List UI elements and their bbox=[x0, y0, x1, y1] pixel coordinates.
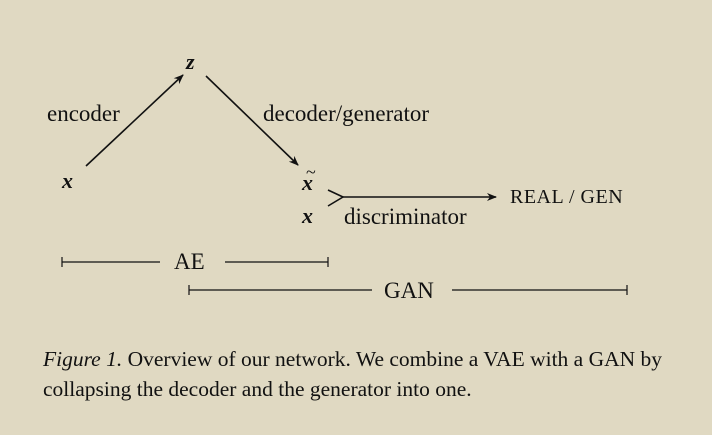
discriminator-merge bbox=[327, 189, 345, 207]
caption-label: Figure 1. bbox=[43, 347, 123, 371]
node-x-tilde: x bbox=[302, 170, 313, 195]
decoder-arrow bbox=[205, 75, 299, 166]
output-label: REAL / GEN bbox=[510, 186, 624, 208]
tilde-mark: ~ bbox=[306, 162, 316, 182]
node-x-input: x bbox=[62, 168, 73, 193]
discriminator-label: discriminator bbox=[344, 204, 467, 229]
node-x-real: x bbox=[302, 203, 313, 228]
encoder-label: encoder bbox=[47, 101, 120, 126]
node-z: z bbox=[186, 49, 195, 74]
gan-label: GAN bbox=[384, 278, 434, 303]
ae-label: AE bbox=[174, 249, 205, 274]
decoder-generator-label: decoder/generator bbox=[263, 101, 430, 126]
encoder-arrow bbox=[85, 74, 184, 167]
ae-span bbox=[61, 257, 329, 267]
gan-span bbox=[188, 285, 628, 295]
caption-text: Overview of our network. We combine a VA… bbox=[43, 347, 663, 401]
figure-caption: Figure 1. Overview of our network. We co… bbox=[43, 344, 673, 404]
